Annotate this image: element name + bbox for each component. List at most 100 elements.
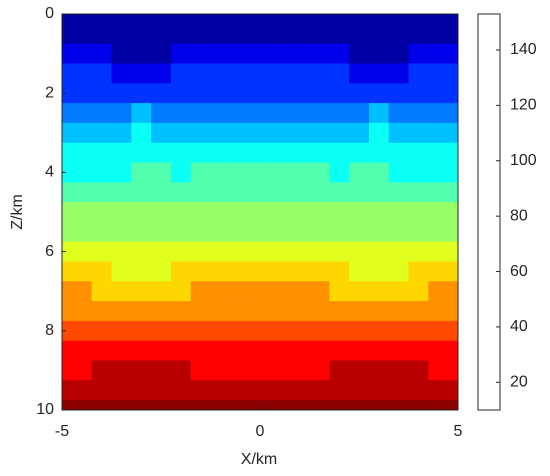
contour-cell [111, 360, 132, 381]
contour-cell [250, 162, 271, 183]
contour-cell [170, 221, 192, 243]
contour-cell [91, 103, 112, 124]
contour-cell [111, 122, 132, 144]
contour-cell [170, 14, 192, 25]
contour-cell [230, 400, 251, 411]
contour-cell [250, 320, 271, 342]
contour-cell [170, 162, 192, 183]
contour-cell [269, 122, 291, 144]
contour-cell [62, 142, 73, 163]
contour-cell [289, 63, 310, 84]
x-tick-label: -5 [55, 423, 69, 440]
contour-cell [269, 162, 291, 183]
contour-cell [111, 281, 132, 302]
contour-cell [388, 221, 409, 243]
contour-cell [428, 23, 449, 45]
contour-cell [190, 320, 211, 342]
contour-cell [289, 182, 310, 203]
contour-cell [170, 261, 192, 282]
contour-cell [448, 142, 459, 163]
contour-cell [230, 122, 251, 144]
contour-cell [329, 380, 350, 401]
contour-cell [131, 221, 152, 243]
contour-cell [329, 14, 350, 25]
contour-cell [368, 162, 390, 183]
contour-cell [170, 83, 192, 104]
contour-cell [349, 14, 370, 25]
contour-cell [170, 340, 192, 361]
contour-cell [131, 400, 152, 411]
contour-cell [408, 360, 429, 381]
contour-cell [151, 340, 172, 361]
contour-cell [250, 14, 271, 25]
contour-cell [170, 122, 192, 144]
contour-cell [349, 63, 370, 84]
contour-cell [131, 320, 152, 342]
contour-cell [210, 340, 231, 361]
contour-cell [388, 320, 409, 342]
contour-cell [62, 83, 73, 104]
contour-cell [428, 320, 449, 342]
contour-cell [388, 241, 409, 262]
contour-cell [151, 23, 172, 45]
contour-cell [210, 63, 231, 84]
colorbar [477, 13, 501, 411]
contour-cell [349, 261, 370, 282]
contour-cell [62, 400, 73, 411]
contour-cell [428, 400, 449, 411]
contour-cell [91, 221, 112, 243]
contour-cell [250, 380, 271, 401]
contour-cell [250, 261, 271, 282]
contour-cell [368, 23, 390, 45]
contour-cell [210, 103, 231, 124]
contour-cell [448, 320, 459, 342]
contour-cell [190, 340, 211, 361]
contour-cell [230, 43, 251, 64]
contour-cell [111, 14, 132, 25]
contour-cell [349, 320, 370, 342]
contour-cell [62, 43, 73, 64]
contour-cell [289, 380, 310, 401]
contour-cell [250, 142, 271, 163]
contour-cell [388, 14, 409, 25]
contour-cell [62, 261, 73, 282]
contour-cell [368, 14, 390, 25]
contour-cell [91, 142, 112, 163]
contour-cell [289, 320, 310, 342]
contour-cell [408, 63, 429, 84]
contour-cell [62, 360, 73, 381]
contour-cell [250, 63, 271, 84]
contour-cell [151, 202, 172, 223]
contour-cell [368, 261, 390, 282]
contour-cell [388, 142, 409, 163]
contour-cell [71, 122, 93, 144]
contour-cell [210, 261, 231, 282]
contour-cell [250, 202, 271, 223]
contour-cell [91, 340, 112, 361]
contour-cell [230, 261, 251, 282]
contour-cell [368, 182, 390, 203]
contour-cell [71, 83, 93, 104]
contour-cell [131, 43, 152, 64]
contour-cell [388, 281, 409, 302]
contour-cell [190, 142, 211, 163]
contour-cell [289, 202, 310, 223]
contour-cell [151, 122, 172, 144]
contour-cell [151, 142, 172, 163]
contour-cell [428, 63, 449, 84]
contour-cell [289, 122, 310, 144]
contour-cell [428, 221, 449, 243]
contour-cell [329, 23, 350, 45]
contour-cell [408, 301, 429, 322]
contour-cell [349, 221, 370, 243]
contour-cell [329, 162, 350, 183]
contour-cell [448, 122, 459, 144]
contour-cell [388, 162, 409, 183]
contour-cell [329, 261, 350, 282]
contour-cell [269, 23, 291, 45]
contour-cell [269, 241, 291, 262]
contour-cell [250, 182, 271, 203]
contour-cell [329, 43, 350, 64]
contour-cell [131, 202, 152, 223]
contour-cell [309, 103, 330, 124]
